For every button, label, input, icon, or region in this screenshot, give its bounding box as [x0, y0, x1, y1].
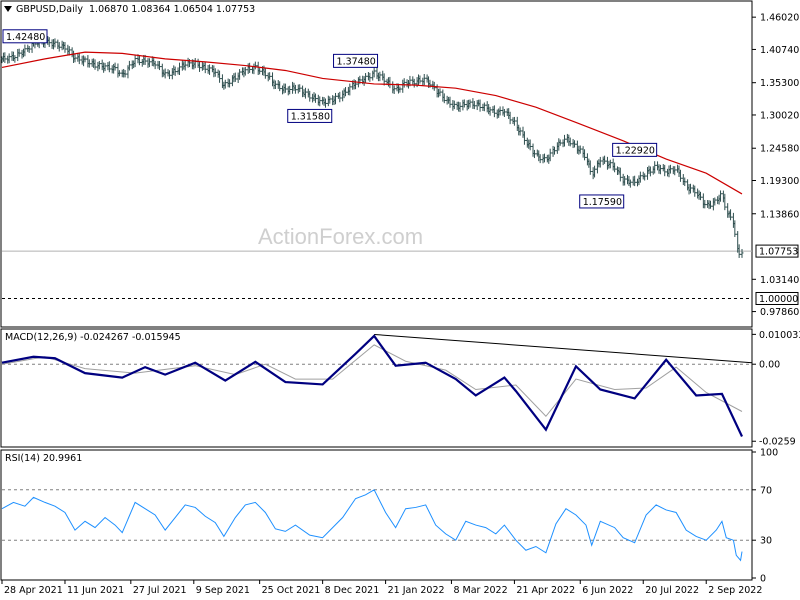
rsi-line [1, 489, 743, 562]
x-tick-label: 8 Dec 2021 [325, 585, 380, 596]
pivot-label-box [333, 53, 379, 68]
rsi-title: RSI(14) 20.9961 [5, 453, 82, 464]
pivot-label-box [2, 29, 48, 44]
pivot-label: 1.31580 [291, 111, 330, 122]
rsi-y-tick-label: 30 [760, 536, 772, 547]
current-price-label: 1.07753 [759, 247, 798, 258]
x-tick-label: 20 Jul 2022 [645, 585, 699, 596]
pivot-label: 1.37480 [337, 56, 376, 67]
x-tick-label: 21 Apr 2022 [516, 585, 575, 596]
y-tick-label: 1.40740 [760, 45, 799, 56]
y-tick-label: 1.24580 [760, 144, 799, 155]
x-tick-label: 8 Mar 2022 [453, 585, 507, 596]
reference-level-label: 1.00000 [759, 294, 798, 305]
rsi-y-tick-label: 70 [760, 485, 772, 496]
rsi-y-tick-label: 0 [760, 574, 766, 585]
pivot-label-box [287, 108, 333, 123]
x-tick-label: 21 Jan 2022 [388, 585, 445, 596]
y-tick-label: 1.30020 [760, 110, 799, 121]
x-tick-label: 27 Jul 2021 [133, 585, 187, 596]
moving-average-line [1, 51, 743, 195]
x-tick-label: 2 Sep 2022 [708, 585, 762, 596]
macd-title: MACD(12,26,9) -0.024267 -0.015945 [5, 332, 181, 343]
macd-trendline [374, 333, 753, 364]
y-tick-label: 1.19300 [760, 176, 799, 187]
macd-y-tick-label: 0.00 [759, 360, 780, 371]
x-tick-label: 6 Jun 2022 [582, 585, 633, 596]
watermark: ActionForex.com [258, 224, 423, 249]
rsi-y-tick-label: 100 [760, 448, 778, 459]
current-price-label-box [755, 244, 799, 258]
pivot-label: 1.17590 [583, 197, 622, 208]
ohlc-label: 1.06870 1.08364 1.06504 1.07753 [89, 4, 255, 15]
macd-y-tick-label: -0.0259 [759, 437, 796, 448]
y-tick-label: 1.13860 [760, 209, 799, 220]
dropdown-arrow-icon[interactable] [4, 6, 12, 12]
pivot-label-box [612, 142, 658, 157]
price-panel[interactable] [0, 0, 753, 328]
y-tick-label: 1.46020 [760, 13, 799, 24]
macd-y-tick-label: 0.010033 [759, 330, 800, 341]
reference-level-label-box [755, 291, 799, 305]
y-tick-label: 1.03140 [760, 275, 799, 286]
x-tick-label: 11 Jun 2021 [67, 585, 124, 596]
macd-line [1, 334, 743, 437]
y-tick-label: 1.35300 [760, 78, 799, 89]
y-tick-label: 0.97860 [760, 307, 799, 318]
symbol-label: GBPUSD,Daily [16, 4, 83, 15]
x-tick-label: 28 Apr 2021 [4, 585, 63, 596]
x-tick-label: 9 Sep 2021 [196, 585, 250, 596]
pivot-label: 1.22920 [616, 145, 655, 156]
x-tick-label: 25 Oct 2021 [262, 585, 321, 596]
pivot-label-box [579, 194, 625, 209]
macd-panel[interactable] [0, 328, 753, 448]
rsi-panel[interactable] [0, 449, 753, 581]
pivot-label: 1.42480 [6, 32, 45, 43]
